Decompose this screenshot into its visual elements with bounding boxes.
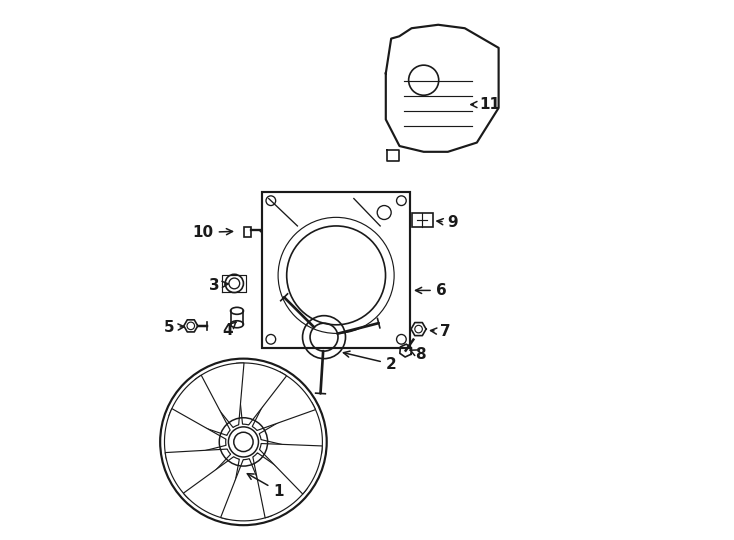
Polygon shape <box>221 458 272 521</box>
Text: 10: 10 <box>192 225 233 240</box>
Polygon shape <box>165 449 230 499</box>
Polygon shape <box>252 372 316 430</box>
Polygon shape <box>236 363 286 425</box>
Polygon shape <box>184 457 239 519</box>
Text: 7: 7 <box>431 325 450 339</box>
Polygon shape <box>260 443 322 494</box>
Text: 11: 11 <box>471 97 500 112</box>
Text: 9: 9 <box>437 215 458 230</box>
Polygon shape <box>252 453 308 518</box>
Text: 4: 4 <box>222 322 236 338</box>
Bar <box>412 213 432 227</box>
Polygon shape <box>259 403 322 454</box>
Text: 5: 5 <box>164 320 184 335</box>
Text: 2: 2 <box>344 351 396 372</box>
Text: 6: 6 <box>415 283 446 298</box>
Bar <box>244 227 252 237</box>
Polygon shape <box>164 409 226 460</box>
Polygon shape <box>169 375 230 435</box>
Polygon shape <box>195 363 244 428</box>
Text: 1: 1 <box>247 474 283 499</box>
Text: 8: 8 <box>410 347 426 362</box>
Text: 3: 3 <box>208 278 228 293</box>
Bar <box>262 192 410 348</box>
